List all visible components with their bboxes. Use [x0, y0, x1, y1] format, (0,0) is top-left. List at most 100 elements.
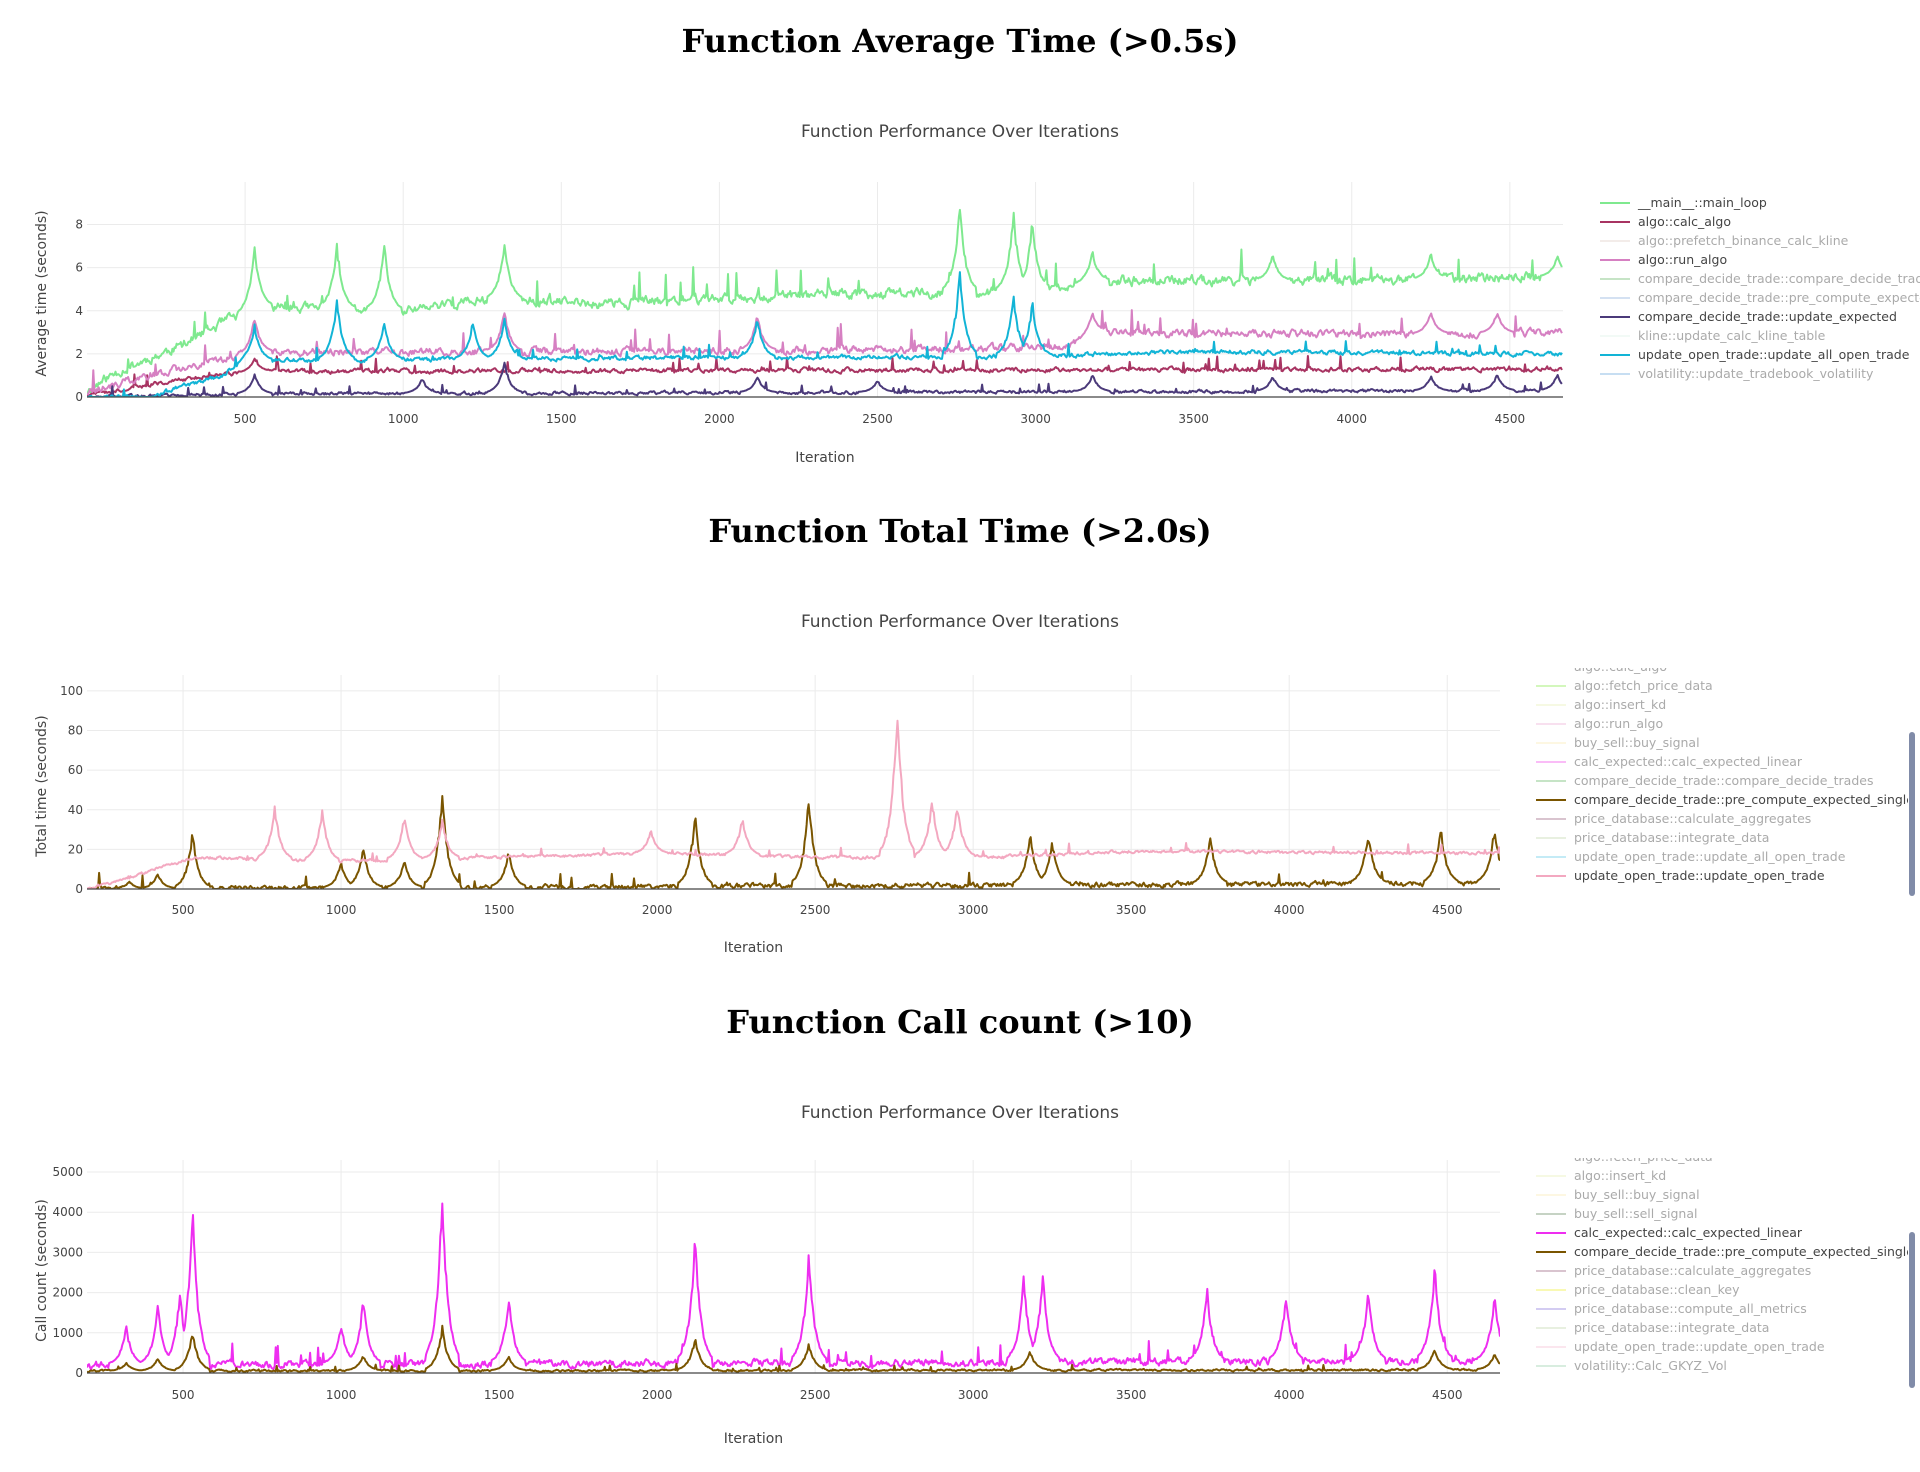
legend-item-clipped[interactable]: algo::calc_algo [1536, 668, 1908, 676]
legend-swatch [1536, 836, 1566, 839]
legend-swatch [1600, 220, 1630, 223]
series-line-compare-decide-trade-pre-compute-expected-single-safe[interactable] [87, 795, 1500, 889]
legend-label: buy_sell::buy_signal [1574, 1187, 1700, 1202]
y-tick-label: 3000 [52, 1245, 83, 1259]
series-line--main-main-loop[interactable] [87, 208, 1563, 394]
section-title-total-time: Function Total Time (>2.0s) [708, 512, 1212, 550]
series-line-algo-run-algo[interactable] [87, 309, 1563, 396]
legend-label: algo::calc_algo [1574, 668, 1667, 676]
x-tick-label: 3500 [1116, 903, 1147, 917]
legend-swatch [1536, 855, 1566, 858]
legend-item[interactable]: kline::update_calc_kline_table [1600, 326, 1920, 345]
legend-label: buy_sell::sell_signal [1574, 1206, 1698, 1221]
legend-label: __main__::main_loop [1638, 195, 1767, 210]
series-line-update-open-trade-update-all-open-trade[interactable] [87, 271, 1563, 397]
series-line-algo-calc-algo[interactable] [87, 355, 1563, 397]
legend-item[interactable]: price_database::integrate_data [1536, 1318, 1908, 1337]
legend-label: algo::fetch_price_data [1574, 1158, 1713, 1166]
x-tick-label: 4000 [1337, 412, 1368, 426]
legend-item[interactable]: compare_decide_trade::compare_decide_tra… [1536, 771, 1908, 790]
x-tick-label: 3000 [958, 903, 989, 917]
series-line-update-open-trade-update-open-trade[interactable] [87, 719, 1500, 889]
x-axis-title: Iteration [724, 1431, 783, 1447]
y-tick-label: 0 [75, 1366, 83, 1380]
legend-item[interactable]: update_open_trade::update_all_open_trade [1600, 345, 1920, 364]
legend-label: price_database::calculate_aggregates [1574, 1263, 1812, 1278]
total-time-chart[interactable]: 500 1000 1500 2000 2500 3000 3500 4000 4500 0 20 40… [0, 670, 1520, 960]
series-group [87, 208, 1563, 397]
legend-label: algo::fetch_price_data [1574, 678, 1713, 693]
legend-item[interactable]: volatility::Calc_GKYZ_Vol [1536, 1356, 1908, 1375]
legend-label: algo::calc_algo [1638, 214, 1731, 229]
legend-item[interactable]: buy_sell::buy_signal [1536, 1185, 1908, 1204]
legend-item[interactable]: algo::fetch_price_data [1536, 676, 1908, 695]
legend-label: update_open_trade::update_open_trade [1574, 868, 1825, 883]
legend-item[interactable]: algo::run_algo [1536, 714, 1908, 733]
legend-label: price_database::clean_key [1574, 1282, 1740, 1297]
legend-item[interactable]: update_open_trade::update_all_open_trade [1536, 847, 1908, 866]
x-tick-label: 4500 [1432, 1388, 1463, 1402]
legend-item[interactable]: buy_sell::sell_signal [1536, 1204, 1908, 1223]
call-count-chart[interactable]: 500 1000 1500 2000 2500 3000 3500 4000 4500 0 1000… [0, 1160, 1520, 1460]
legend-item[interactable]: price_database::calculate_aggregates [1536, 809, 1908, 828]
legend-swatch [1536, 1307, 1566, 1310]
section-title-call-count: Function Call count (>10) [726, 1003, 1194, 1041]
legend-swatch [1536, 1174, 1566, 1177]
series-line-calc-expected-calc-expected-linear[interactable] [87, 1202, 1500, 1371]
legend-swatch [1600, 239, 1630, 242]
legend-label: compare_decide_trade::pre_compute_expect… [1574, 792, 1908, 807]
call-count-legend[interactable]: algo::fetch_price_dataalgo::insert_kdbuy… [1536, 1158, 1908, 1389]
legend-item[interactable]: price_database::compute_all_metrics [1536, 1299, 1908, 1318]
legend-item[interactable]: price_database::integrate_data [1536, 828, 1908, 847]
legend-item[interactable]: buy_sell::buy_signal [1536, 733, 1908, 752]
legend-label: algo::prefetch_binance_calc_kline [1638, 233, 1849, 248]
series-line-compare-decide-trade-pre-compute-expected-single-safe[interactable] [87, 1324, 1500, 1373]
legend-item[interactable]: algo::run_algo [1600, 250, 1920, 269]
legend-label: price_database::calculate_aggregates [1574, 811, 1812, 826]
legend-item[interactable]: calc_expected::calc_expected_linear [1536, 1223, 1908, 1242]
legend-item[interactable]: price_database::clean_key [1536, 1280, 1908, 1299]
legend-swatch [1536, 779, 1566, 782]
x-tick-label: 1500 [484, 903, 515, 917]
x-tick-label: 1500 [484, 1388, 515, 1402]
legend-item-clipped[interactable]: algo::fetch_price_data [1536, 1158, 1908, 1166]
legend-item[interactable]: update_open_trade::update_open_trade [1536, 1337, 1908, 1356]
legend-item[interactable]: algo::insert_kd [1536, 695, 1908, 714]
legend-item[interactable]: compare_decide_trade::pre_compute_expect… [1536, 1242, 1908, 1261]
call-count-legend-scrollbar[interactable] [1909, 1232, 1915, 1388]
legend-swatch [1536, 1193, 1566, 1196]
legend-item[interactable]: volatility::update_tradebook_volatility [1600, 364, 1920, 383]
legend-item[interactable]: algo::prefetch_binance_calc_kline [1600, 231, 1920, 250]
average-time-chart[interactable]: 500 1000 1500 2000 2500 3000 3500 4000 4500 0 2 4 6 8… [0, 180, 1580, 470]
legend-swatch [1536, 741, 1566, 744]
legend-swatch [1536, 1326, 1566, 1329]
legend-label: algo::run_algo [1638, 252, 1728, 267]
y-tick-label: 100 [60, 684, 83, 698]
legend-swatch [1536, 703, 1566, 706]
legend-item[interactable]: compare_decide_trade::pre_compute_expect… [1600, 288, 1920, 307]
x-tick-label: 4000 [1274, 903, 1305, 917]
y-tick-label: 80 [68, 724, 83, 738]
legend-item[interactable]: __main__::main_loop [1600, 193, 1920, 212]
x-tick-label: 2500 [800, 903, 831, 917]
x-tick-label: 500 [234, 412, 257, 426]
legend-label: price_database::compute_all_metrics [1574, 1301, 1807, 1316]
y-tick-label: 5000 [52, 1165, 83, 1179]
legend-item[interactable]: calc_expected::calc_expected_linear [1536, 752, 1908, 771]
series-line-compare-decide-trade-update-expected[interactable] [87, 361, 1563, 397]
x-tick-label: 2500 [862, 412, 893, 426]
legend-swatch [1536, 1250, 1566, 1253]
x-tick-label: 3500 [1116, 1388, 1147, 1402]
legend-item[interactable]: compare_decide_trade::update_expected [1600, 307, 1920, 326]
legend-item[interactable]: algo::insert_kd [1536, 1166, 1908, 1185]
legend-item[interactable]: compare_decide_trade::compare_decide_tra… [1600, 269, 1920, 288]
total-time-legend-scrollbar[interactable] [1909, 732, 1915, 896]
legend-item[interactable]: update_open_trade::update_open_trade [1536, 866, 1908, 885]
x-tick-label: 2000 [704, 412, 735, 426]
x-tick-label: 2000 [642, 903, 673, 917]
legend-item[interactable]: algo::calc_algo [1600, 212, 1920, 231]
legend-item[interactable]: compare_decide_trade::pre_compute_expect… [1536, 790, 1908, 809]
legend-item[interactable]: price_database::calculate_aggregates [1536, 1261, 1908, 1280]
total-time-legend[interactable]: algo::calc_algoalgo::fetch_price_dataalg… [1536, 668, 1908, 899]
